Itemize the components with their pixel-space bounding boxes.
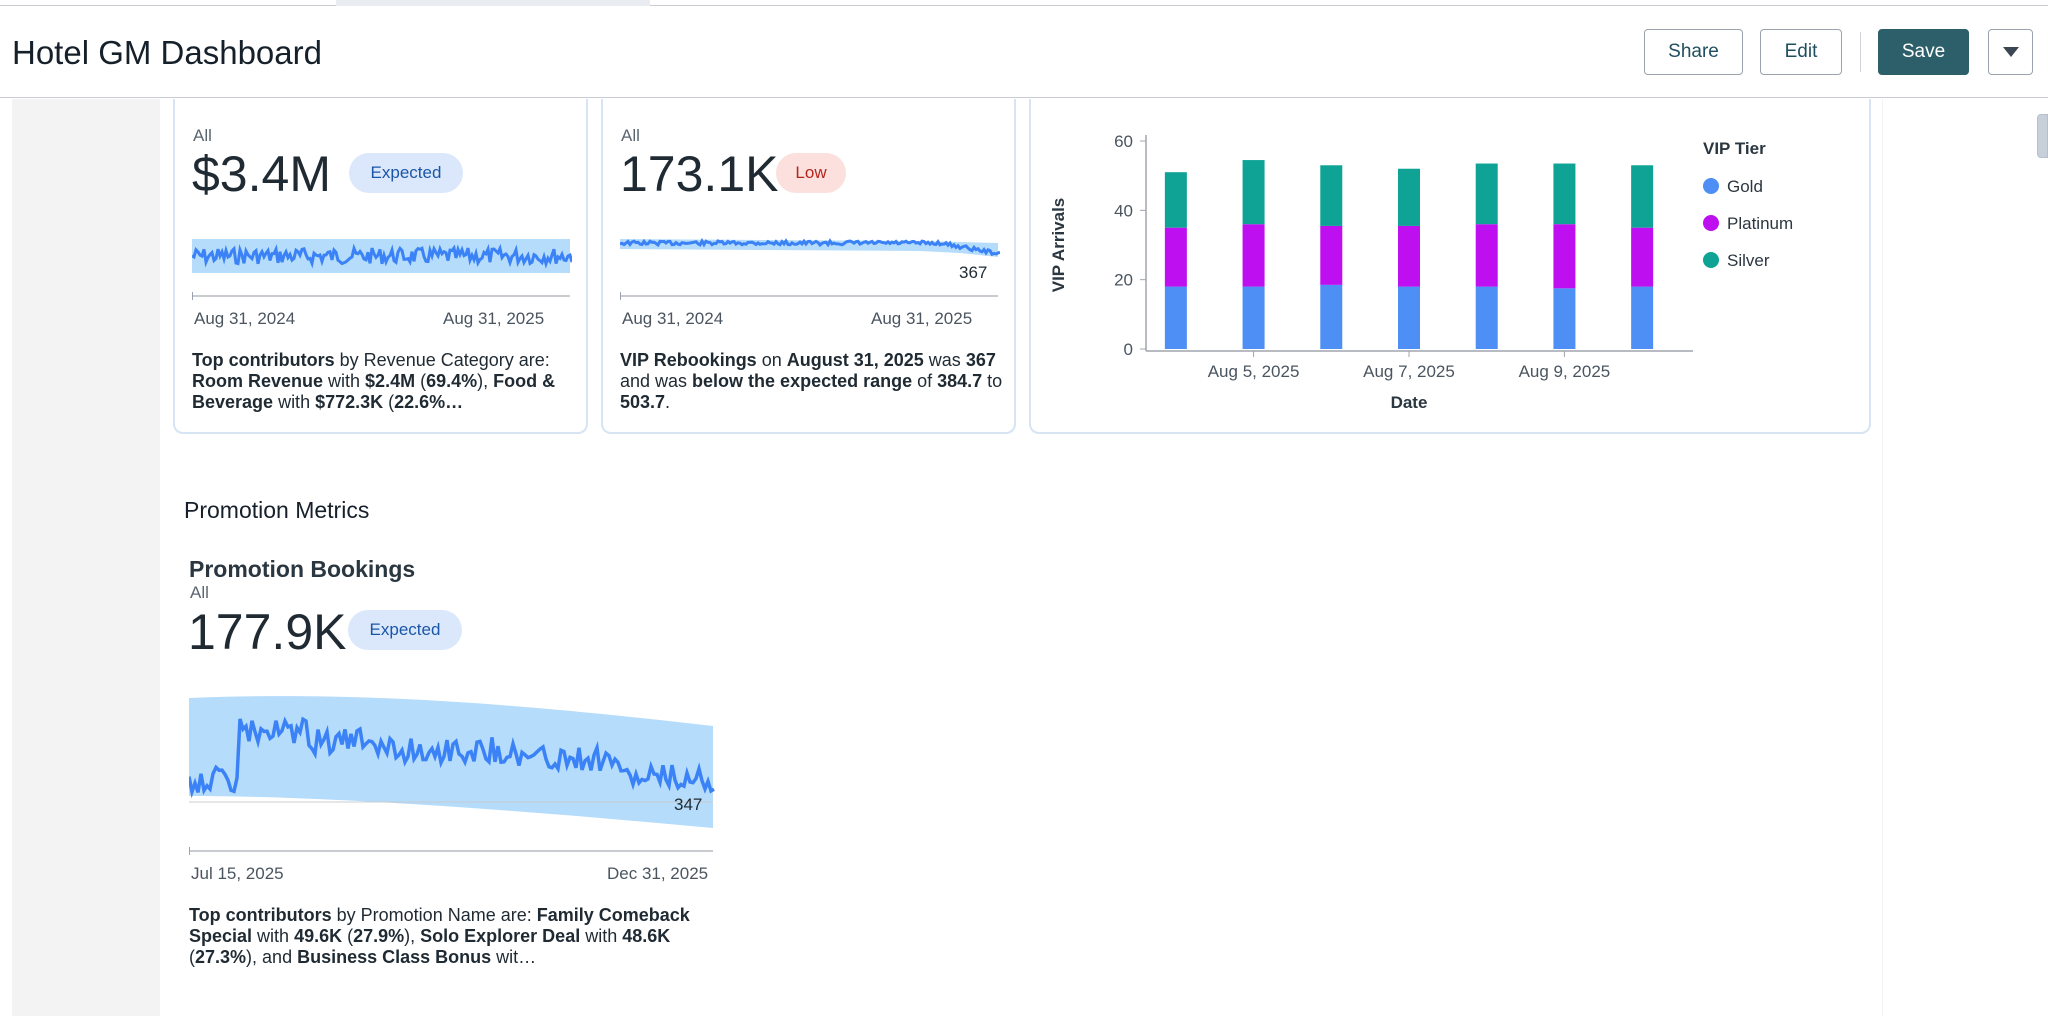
summary-text: VIP Rebookings on August 31, 2025 was 36…	[620, 350, 1003, 412]
bar-segment-platinum	[1242, 224, 1265, 287]
x-tick-label: Aug 7, 2025	[1363, 362, 1455, 381]
summary-text: Top contributors by Promotion Name are: …	[189, 905, 690, 967]
save-button[interactable]: Save	[1878, 29, 1969, 75]
page-title: Hotel GM Dashboard	[12, 34, 322, 71]
bar-segment-gold	[1631, 286, 1654, 349]
expected-range-band	[189, 696, 713, 828]
filter-label: All	[621, 126, 640, 145]
y-tick-label: 40	[1114, 201, 1133, 220]
bar-segment-platinum	[1475, 224, 1498, 287]
vip-revenue-card[interactable]: All $3.4M Expected Aug 31, 2024 Aug 31, …	[173, 99, 588, 434]
bar-segment-platinum	[1164, 227, 1187, 287]
chevron-down-icon	[2002, 47, 2019, 57]
last-value-label: 347	[674, 795, 703, 814]
metric-value: 173.1K	[620, 146, 779, 202]
bar-segment-gold	[1398, 286, 1420, 349]
y-tick-label: 0	[1124, 340, 1133, 359]
time-axis	[620, 295, 998, 297]
sparkline	[192, 239, 572, 273]
vip-arrivals-chart: 60 40 20 0 Aug 5, 2025 Aug 7, 2025 Aug 9, 2025…	[1049, 132, 1793, 412]
time-axis	[189, 850, 713, 852]
sparkline	[620, 237, 1000, 257]
bar-segment-gold	[1164, 286, 1187, 349]
filter-label: All	[190, 583, 209, 602]
date-end: Dec 31, 2025	[607, 864, 709, 883]
date-start: Aug 31, 2024	[194, 309, 296, 328]
bar-segment-platinum	[1398, 225, 1420, 287]
date-start: Jul 15, 2025	[191, 864, 284, 883]
bar-segment-silver	[1242, 160, 1265, 225]
vip-arrivals-card[interactable]: 60 40 20 0 Aug 5, 2025 Aug 7, 2025 Aug 9, 2025…	[1029, 99, 1871, 434]
bar-segment-silver	[1631, 165, 1654, 228]
bar-segment-silver	[1475, 163, 1498, 225]
status-badge: Expected	[348, 610, 462, 650]
date-end: Aug 31, 2025	[443, 309, 545, 328]
legend-swatch-gold	[1703, 178, 1719, 194]
filter-label: All	[193, 126, 212, 145]
legend-label: Silver	[1727, 251, 1770, 270]
bar-segment-platinum	[1320, 225, 1343, 285]
card-title: Promotion Bookings	[189, 556, 416, 582]
x-tick-label: Aug 9, 2025	[1519, 362, 1611, 381]
date-start: Aug 31, 2024	[622, 309, 724, 328]
bar-segment-gold	[1320, 284, 1343, 349]
dashboard-header: Hotel GM Dashboard Share Edit Save	[0, 6, 2048, 98]
bar-segment-silver	[1320, 165, 1343, 226]
promotion-sparkline	[189, 696, 715, 828]
bar-segment-platinum	[1631, 227, 1654, 287]
bar-segment-gold	[1475, 286, 1498, 349]
legend-swatch-silver	[1703, 252, 1719, 268]
bar-segment-platinum	[1553, 224, 1576, 289]
y-axis-title: VIP Arrivals	[1049, 198, 1068, 293]
x-axis-title: Date	[1391, 393, 1428, 412]
axis-tick	[192, 292, 193, 300]
vip-rebookings-card[interactable]: All 173.1K Low 367 Aug 31, 2024 Aug 31, …	[601, 99, 1016, 434]
y-tick-label: 20	[1114, 271, 1133, 290]
sparkline-series	[192, 243, 572, 269]
legend-title: VIP Tier	[1703, 139, 1766, 158]
bar-segment-silver	[1164, 172, 1187, 228]
legend-swatch-platinum	[1703, 215, 1719, 231]
section-title: Promotion Metrics	[184, 497, 370, 523]
legend-label: Gold	[1727, 177, 1763, 196]
last-value-label: 367	[959, 263, 988, 282]
sparkline-series	[189, 716, 715, 799]
metric-value: 177.9K	[188, 604, 347, 660]
sparkline-series	[620, 237, 1000, 257]
axis-tick	[620, 292, 621, 300]
more-options-button[interactable]	[1988, 29, 2033, 75]
y-tick-label: 60	[1114, 132, 1133, 151]
summary-text: Top contributors by Revenue Category are…	[192, 350, 556, 412]
bar-segment-silver	[1553, 163, 1576, 225]
legend-label: Platinum	[1727, 214, 1793, 233]
x-tick-label: Aug 5, 2025	[1208, 362, 1300, 381]
bar-segment-gold	[1553, 288, 1576, 349]
date-end: Aug 31, 2025	[871, 309, 973, 328]
bar-segment-silver	[1398, 168, 1420, 226]
status-badge: Low	[776, 153, 846, 193]
header-divider	[1860, 32, 1861, 72]
time-axis	[192, 295, 570, 297]
status-badge: Expected	[349, 153, 463, 193]
panel-resize-handle[interactable]	[2037, 114, 2048, 158]
axis-tick	[189, 847, 190, 855]
bar-segment-gold	[1242, 286, 1265, 349]
active-tab[interactable]	[336, 0, 650, 6]
share-button[interactable]: Share	[1644, 29, 1743, 75]
edit-button[interactable]: Edit	[1760, 29, 1842, 75]
tab-strip	[0, 0, 2048, 6]
metric-value: $3.4M	[192, 146, 331, 202]
